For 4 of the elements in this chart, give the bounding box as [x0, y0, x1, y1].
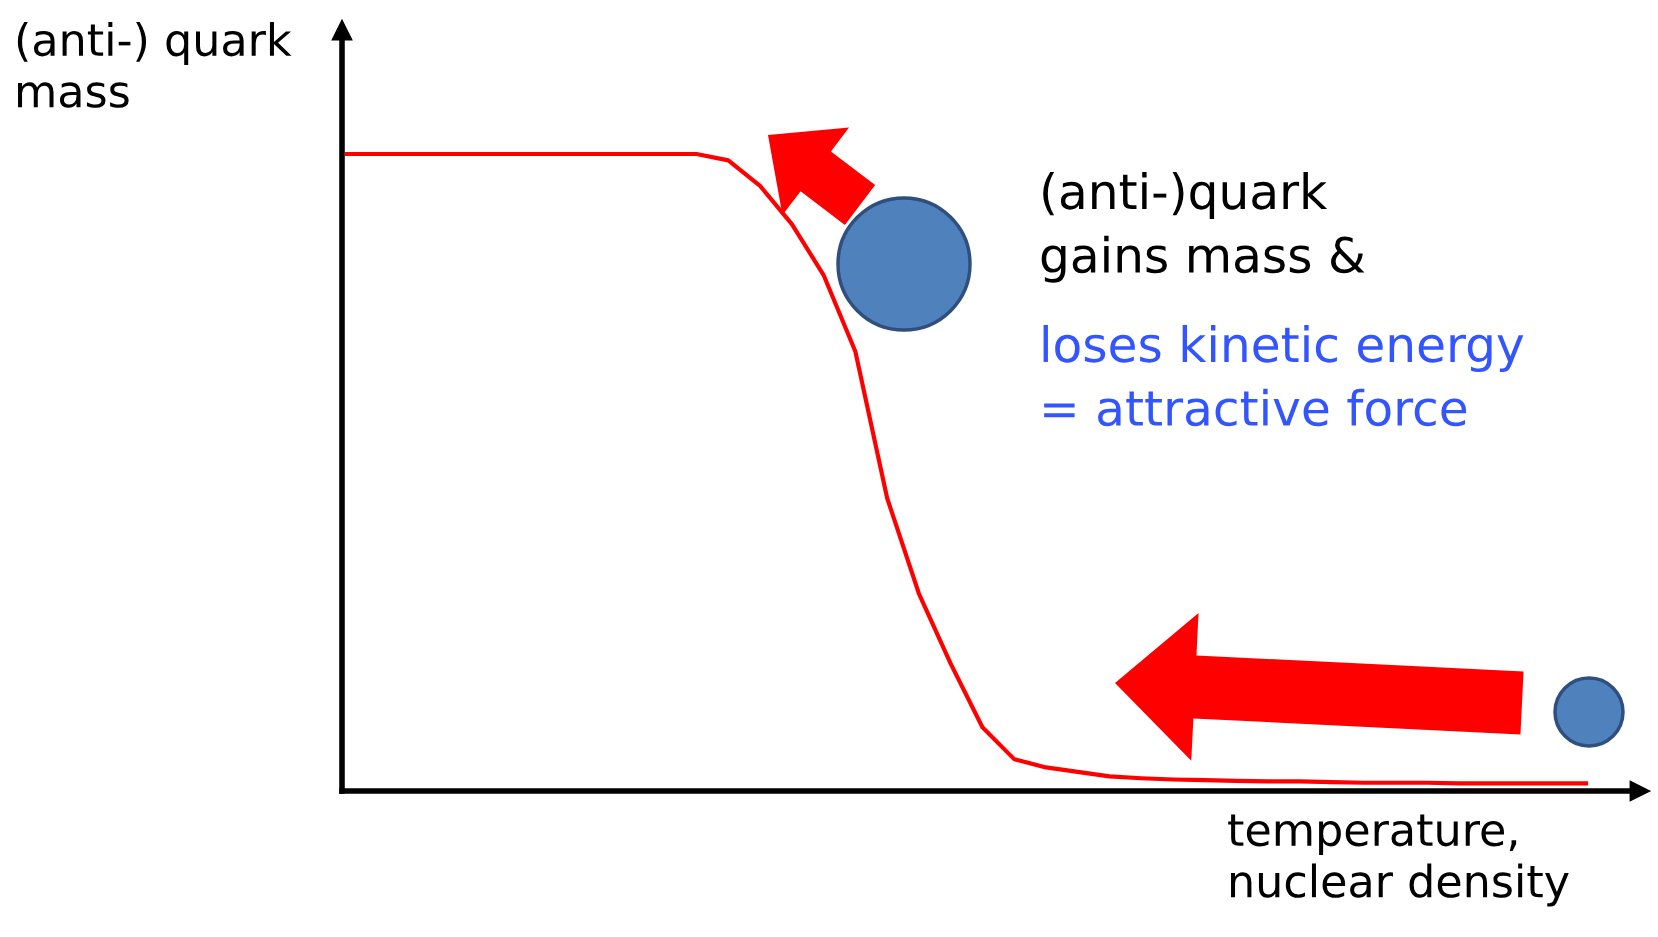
y-axis-title: (anti-) quark mass — [17, 22, 292, 108]
annotation: loses kinetic energy = attractive force — [1043, 325, 1524, 427]
x-axis-title: temperature, nuclear density — [1228, 814, 1569, 907]
annotation: (anti-)quark gains mass & — [1041, 172, 1365, 283]
